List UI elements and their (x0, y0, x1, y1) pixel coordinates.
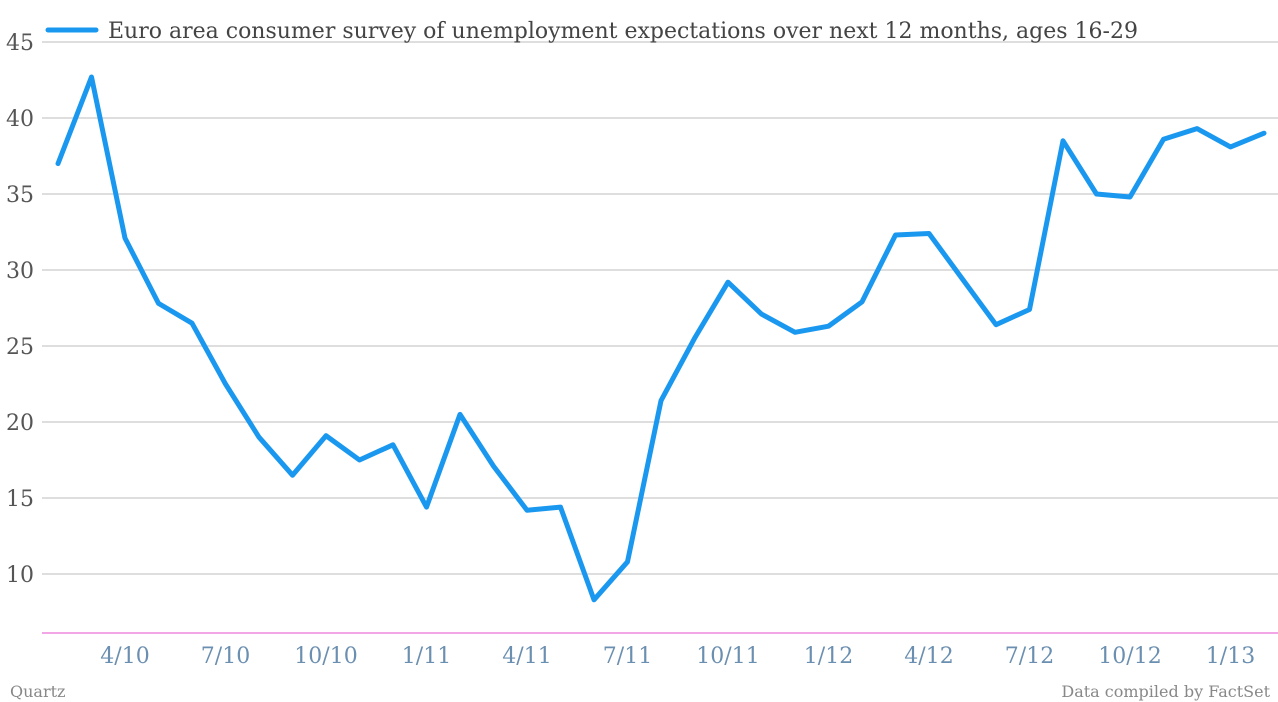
x-tick-label: 4/12 (904, 644, 953, 669)
y-tick-label: 20 (6, 411, 34, 436)
x-tick-label: 4/10 (100, 644, 149, 669)
y-tick-label: 45 (6, 31, 34, 56)
x-tick-label: 10/12 (1098, 644, 1161, 669)
x-tick-label: 10/11 (696, 644, 759, 669)
x-tick-label: 7/11 (603, 644, 652, 669)
grid-lines (42, 41, 1278, 575)
x-tick-label: 1/13 (1206, 644, 1255, 669)
x-tick-label: 1/12 (804, 644, 853, 669)
series-line-0 (55, 74, 1267, 603)
source-left: Quartz (10, 682, 65, 701)
x-axis-tick-labels: 4/10 7/10 10/10 1/11 4/11 7/11 10/11 1/12 4/12 7/… (100, 644, 1255, 669)
y-tick-label: 40 (6, 107, 34, 132)
y-tick-label: 10 (6, 563, 34, 588)
x-tick-label: 4/11 (502, 644, 551, 669)
y-axis-tick-labels: 10 15 20 25 30 35 40 45 (6, 31, 34, 588)
y-tick-label: 35 (6, 183, 34, 208)
x-tick-label: 1/11 (402, 644, 451, 669)
legend: Euro area consumer survey of unemploymen… (45, 19, 1138, 44)
legend-label: Euro area consumer survey of unemploymen… (108, 19, 1138, 44)
x-tick-label: 10/10 (294, 644, 357, 669)
y-tick-label: 30 (6, 259, 34, 284)
series-lines (55, 74, 1267, 603)
x-tick-label: 7/12 (1005, 644, 1054, 669)
y-tick-label: 25 (6, 335, 34, 360)
x-tick-label: 7/10 (201, 644, 250, 669)
y-tick-label: 15 (6, 487, 34, 512)
source-right: Data compiled by FactSet (1061, 682, 1270, 701)
